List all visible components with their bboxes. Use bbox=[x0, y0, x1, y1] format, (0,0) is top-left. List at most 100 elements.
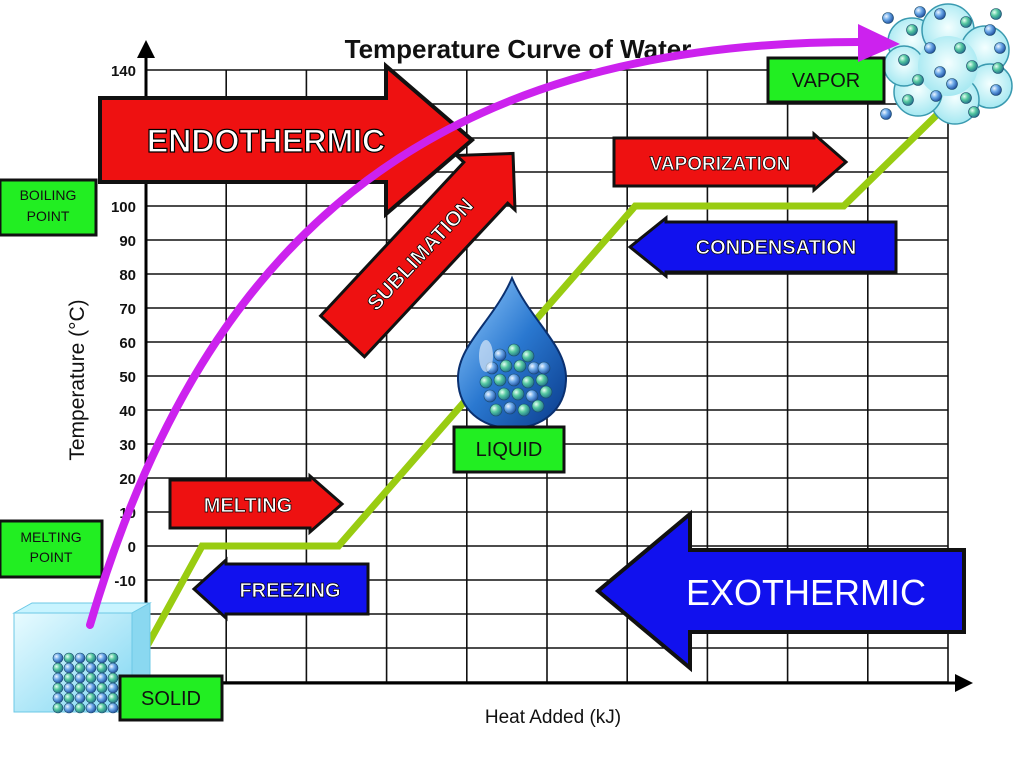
molecule-dot bbox=[924, 42, 936, 54]
y-tick-label: 0 bbox=[128, 539, 136, 556]
condensation-label: CONDENSATION bbox=[696, 237, 857, 259]
molecule-dot bbox=[85, 652, 97, 664]
vaporization-label: VAPORIZATION bbox=[650, 154, 791, 175]
x-axis-label: Heat Added (kJ) bbox=[485, 707, 621, 728]
melting-arrow: MELTING bbox=[168, 472, 345, 536]
molecule-dot bbox=[898, 54, 910, 66]
ice-cube-icon bbox=[12, 602, 152, 714]
molecule-dot bbox=[74, 672, 86, 684]
molecule-dot bbox=[85, 682, 97, 694]
molecule-dot bbox=[906, 24, 918, 36]
molecule-dot bbox=[74, 652, 86, 664]
molecule-dot bbox=[52, 682, 64, 694]
melting-point-line1: MELTING bbox=[20, 529, 81, 545]
molecule-dot bbox=[521, 349, 535, 363]
molecule-dot bbox=[107, 682, 119, 694]
y-tick-label: 50 bbox=[119, 369, 136, 386]
molecule-dot bbox=[968, 106, 980, 118]
melting-point-label: MELTING POINT bbox=[0, 519, 104, 579]
molecule-dot bbox=[517, 403, 531, 417]
molecule-dot bbox=[74, 682, 86, 694]
melting-label: MELTING bbox=[204, 495, 293, 517]
molecule-dot bbox=[107, 652, 119, 664]
freezing-label: FREEZING bbox=[239, 580, 340, 602]
molecule-dot bbox=[994, 42, 1006, 54]
y-tick-label: 40 bbox=[119, 403, 136, 420]
molecule-dot bbox=[493, 373, 507, 387]
molecule-dot bbox=[107, 702, 119, 714]
solid-label: SOLID bbox=[141, 688, 201, 710]
vapor-label: VAPOR bbox=[792, 70, 861, 92]
vapor-cloud-icon bbox=[880, 3, 1013, 125]
molecule-dot bbox=[503, 401, 517, 415]
molecule-dot bbox=[63, 652, 75, 664]
y-tick-label: 30 bbox=[119, 437, 136, 454]
molecule-dot bbox=[85, 672, 97, 684]
molecule-dot bbox=[537, 361, 551, 375]
molecule-dot bbox=[507, 343, 521, 357]
y-tick-label: 70 bbox=[119, 301, 136, 318]
exothermic-label: EXOTHERMIC bbox=[686, 572, 926, 613]
molecule-dot bbox=[74, 662, 86, 674]
molecule-dot bbox=[96, 692, 108, 704]
molecule-dot bbox=[521, 375, 535, 389]
molecule-dot bbox=[539, 385, 553, 399]
vaporization-arrow: VAPORIZATION bbox=[612, 130, 849, 194]
molecule-dot bbox=[52, 652, 64, 664]
condensation-arrow: CONDENSATION bbox=[627, 214, 898, 280]
molecule-dot bbox=[984, 24, 996, 36]
water-drop-icon bbox=[456, 275, 568, 430]
molecule-dot bbox=[52, 702, 64, 714]
freezing-arrow: FREEZING bbox=[191, 556, 370, 622]
molecule-dot bbox=[990, 84, 1002, 96]
molecule-dot bbox=[960, 16, 972, 28]
molecule-dot bbox=[960, 92, 972, 104]
y-axis-label: Temperature (°C) bbox=[66, 299, 89, 460]
molecule-dot bbox=[966, 60, 978, 72]
molecule-dot bbox=[912, 74, 924, 86]
molecule-dot bbox=[880, 108, 892, 120]
chart-title: Temperature Curve of Water bbox=[345, 34, 692, 64]
y-tick-label: 140 bbox=[111, 63, 136, 80]
liquid-state-label: LIQUID bbox=[452, 425, 566, 474]
molecule-dot bbox=[946, 78, 958, 90]
molecule-dot bbox=[992, 62, 1004, 74]
molecule-dot bbox=[96, 672, 108, 684]
molecule-dot bbox=[52, 692, 64, 704]
molecule-dot bbox=[483, 389, 497, 403]
liquid-label: LIQUID bbox=[476, 439, 543, 461]
molecule-dot bbox=[96, 682, 108, 694]
molecule-dot bbox=[85, 702, 97, 714]
molecule-dot bbox=[479, 375, 493, 389]
boiling-point-line1: BOILING bbox=[20, 187, 77, 203]
molecule-dot bbox=[511, 387, 525, 401]
y-tick-label: 100 bbox=[111, 199, 136, 216]
molecule-dot bbox=[107, 672, 119, 684]
molecule-dot bbox=[63, 662, 75, 674]
molecule-dot bbox=[489, 403, 503, 417]
molecule-dot bbox=[96, 662, 108, 674]
molecule-dot bbox=[934, 66, 946, 78]
molecule-dot bbox=[52, 662, 64, 674]
exothermic-arrow: EXOTHERMIC bbox=[594, 509, 966, 673]
solid-state-label: SOLID bbox=[118, 674, 224, 722]
molecule-dot bbox=[96, 652, 108, 664]
molecule-dot bbox=[990, 8, 1002, 20]
boiling-point-line2: POINT bbox=[27, 208, 70, 224]
molecule-dot bbox=[52, 672, 64, 684]
molecule-dot bbox=[525, 389, 539, 403]
molecule-dot bbox=[914, 6, 926, 18]
endothermic-label: ENDOTHERMIC bbox=[147, 123, 385, 159]
molecule-dot bbox=[63, 672, 75, 684]
molecule-dot bbox=[107, 662, 119, 674]
molecule-dot bbox=[85, 692, 97, 704]
molecule-dot bbox=[63, 692, 75, 704]
y-tick-label: 90 bbox=[119, 233, 136, 250]
molecule-dot bbox=[96, 702, 108, 714]
molecule-dot bbox=[74, 702, 86, 714]
y-tick-label: -10 bbox=[114, 573, 136, 590]
molecule-dot bbox=[85, 662, 97, 674]
molecule-dot bbox=[107, 692, 119, 704]
